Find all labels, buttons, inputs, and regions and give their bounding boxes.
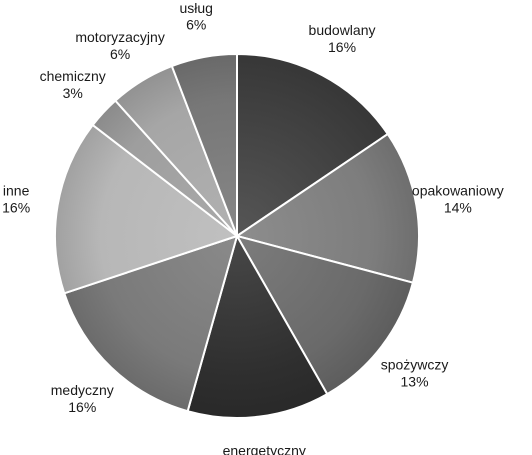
pie-slices <box>54 52 420 419</box>
pie-slice-spozywczy <box>234 234 415 396</box>
pie-label-medyczny: medyczny <box>51 382 114 398</box>
pie-label-budowlany: budowlany <box>309 22 376 38</box>
pie-label-uslug: usług <box>180 0 213 16</box>
pie-value-label-motoryzacyjny: 6% <box>110 46 130 62</box>
pie-value-label-uslug: 6% <box>186 17 206 33</box>
pie-slice-uslug <box>170 52 238 237</box>
pie-value-label-opakowaniowy: 14% <box>444 200 472 216</box>
pie-slice-budowlany <box>236 52 390 238</box>
pie-slice-energetyczny <box>186 233 329 419</box>
pie-slice-opakowaniowy <box>234 132 420 284</box>
pie-label-inne: inne <box>3 183 30 199</box>
pie-slice-inne <box>54 123 240 295</box>
pie-value-label-medyczny: 16% <box>68 399 96 415</box>
pie-label-energetyczny: energetyczny <box>223 442 306 455</box>
pie-value-label-budowlany: 16% <box>328 39 356 55</box>
pie-value-label-chemiczny: 3% <box>63 85 83 101</box>
pie-label-motoryzacyjny: motoryzacyjny <box>75 29 164 45</box>
pie-labels: budowlany16%opakowaniowy14%spożywczy13%e… <box>2 0 504 455</box>
pie-value-label-inne: 16% <box>2 200 30 216</box>
pie-label-chemiczny: chemiczny <box>40 68 106 84</box>
pie-label-spozywczy: spożywczy <box>381 357 449 373</box>
pie-value-label-spozywczy: 13% <box>401 374 429 390</box>
pie-label-opakowaniowy: opakowaniowy <box>412 183 504 199</box>
